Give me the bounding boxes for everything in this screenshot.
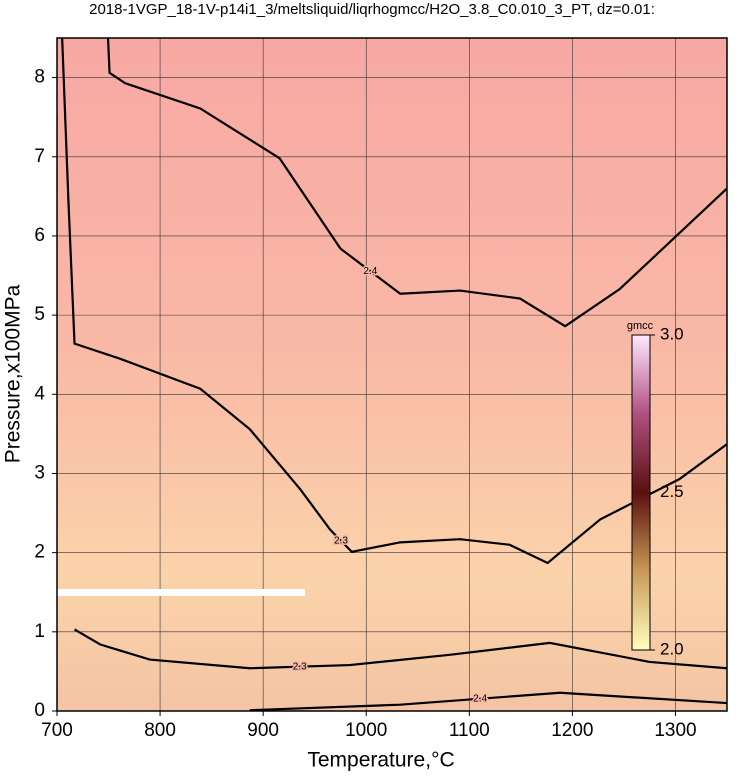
x-tick-label: 1100 <box>449 720 490 741</box>
colorbar-tick-label: 3.0 <box>660 324 684 343</box>
x-tick-label: 800 <box>144 720 176 741</box>
y-tick-label: 3 <box>34 462 45 483</box>
contour-label: 2.4 <box>363 266 377 277</box>
colorbar-label: gmcc <box>627 320 654 332</box>
x-tick-label: 1300 <box>654 720 696 741</box>
y-axis-label: Pressure,x100MPa <box>2 284 25 463</box>
contour-line <box>249 691 728 712</box>
x-tick-label: 700 <box>41 720 73 741</box>
x-tick-label: 900 <box>247 720 279 741</box>
white-bar <box>57 589 305 596</box>
contour-label: 2.3 <box>334 535 348 546</box>
contour-line <box>73 628 728 670</box>
x-tick-label: 1000 <box>345 720 387 741</box>
colorbar-tick-label: 2.0 <box>660 639 684 658</box>
colorbar-tick-label: 2.5 <box>660 482 684 501</box>
y-tick-label: 6 <box>34 225 45 246</box>
y-tick-label: 2 <box>34 542 45 563</box>
contour-label: 2.4 <box>473 693 487 704</box>
colorbar <box>631 334 651 651</box>
y-tick-label: 0 <box>34 700 45 721</box>
y-tick-label: 4 <box>34 383 45 404</box>
y-tick-label: 5 <box>34 304 45 325</box>
plot-background <box>57 38 727 711</box>
contour-label: 2.3 <box>293 661 307 672</box>
contour-line <box>106 37 728 328</box>
chart-title: 2018-1VGP_18-1V-p14i1_3/meltsliquid/liqr… <box>89 1 655 18</box>
y-tick-label: 1 <box>34 621 45 642</box>
contour-line <box>61 37 728 565</box>
x-tick-label: 1200 <box>551 720 593 741</box>
y-tick-label: 8 <box>34 67 45 88</box>
y-tick-label: 7 <box>34 146 45 167</box>
plot-frame <box>56 37 728 712</box>
x-axis-label: Temperature,°C <box>307 749 454 772</box>
